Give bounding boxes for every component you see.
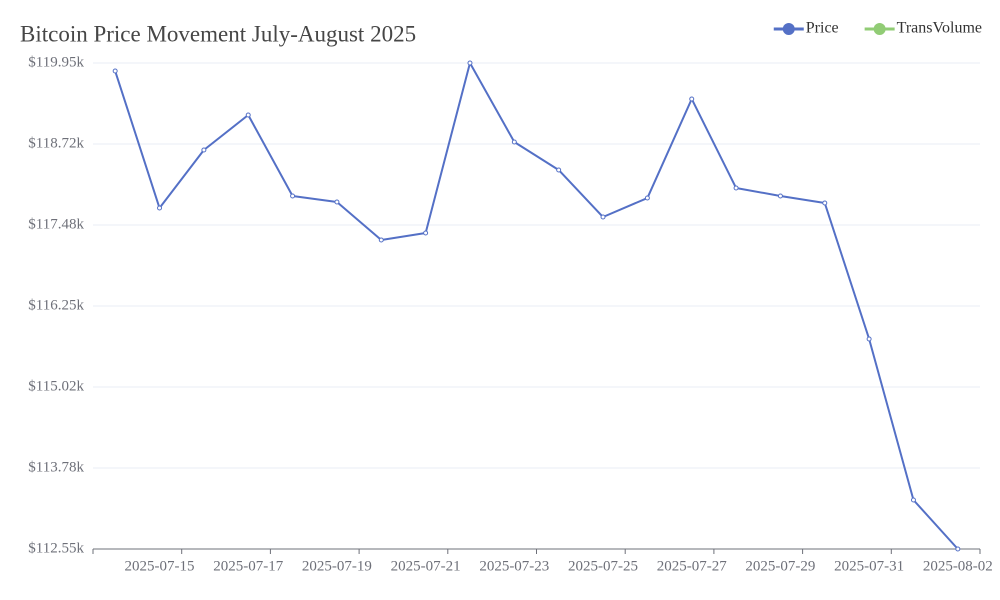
legend-icon-dot [782,23,795,35]
y-tick-label: $113.78k [28,459,84,475]
data-point [866,336,872,342]
data-point [689,96,695,102]
data-point [777,193,783,199]
x-tick-label: 2025-07-23 [479,558,549,574]
x-tick-label: 2025-07-21 [391,558,461,574]
legend-label: TransVolume [897,20,982,37]
legend-icon-dot [873,23,886,35]
data-point [378,237,384,243]
data-point [910,497,916,503]
y-tick-label: $117.48k [28,216,84,232]
data-point [600,214,606,220]
y-tick-label: $116.25k [28,297,84,313]
x-tick-label: 2025-07-25 [568,558,638,574]
x-tick-label: 2025-07-17 [213,558,283,574]
data-point [556,167,562,173]
legend-label: Price [806,20,839,37]
data-point [112,68,118,74]
y-tick-label: $119.95k [28,54,84,70]
data-point [245,112,251,118]
data-point [290,193,296,199]
y-tick-label: $118.72k [28,135,84,151]
x-tick-label: 2025-07-15 [125,558,195,574]
data-point [157,205,163,211]
data-point [423,230,429,236]
x-tick-label: 2025-07-27 [657,558,727,574]
x-tick-label: 2025-07-29 [745,558,815,574]
x-tick-label: 2025-08-02 [923,558,993,574]
data-point [955,546,961,552]
x-tick-label: 2025-07-19 [302,558,372,574]
data-point [334,199,340,205]
data-point [467,60,473,66]
data-point [201,147,207,153]
y-tick-label: $115.02k [28,378,84,394]
data-point [644,195,650,201]
data-point [511,139,517,145]
data-point [822,200,828,206]
price-line [114,62,959,550]
data-point [733,185,739,191]
chart-title: Bitcoin Price Movement July-August 2025 [20,21,416,46]
y-tick-label: $112.55k [28,540,84,556]
x-tick-label: 2025-07-31 [834,558,904,574]
legend: Price TransVolume [773,20,982,37]
